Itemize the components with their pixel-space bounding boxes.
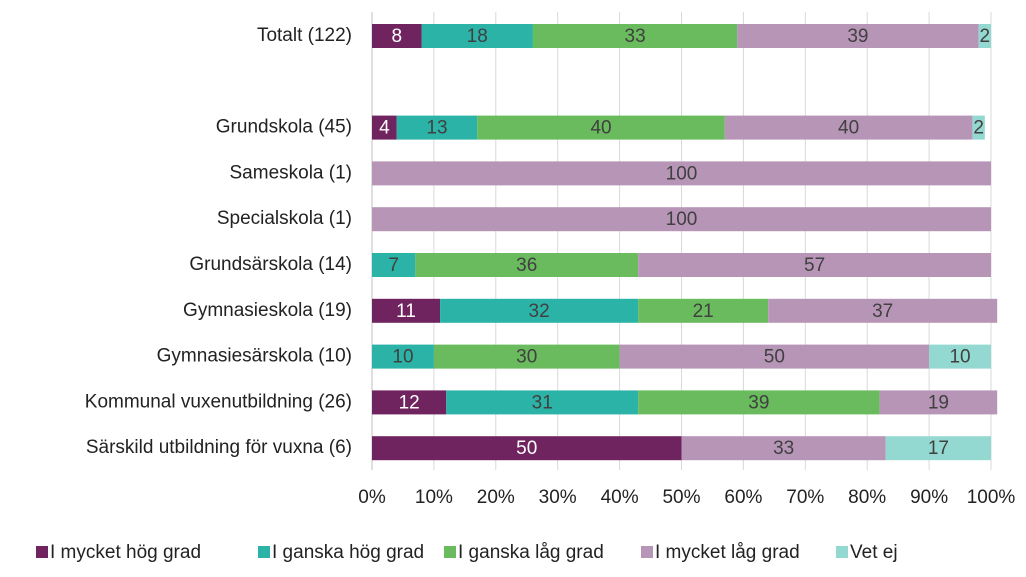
bar-segment	[433, 344, 620, 369]
bar-segment	[446, 390, 639, 415]
bar-segment	[724, 115, 973, 140]
bar-segment	[978, 24, 991, 48]
bar-segment	[879, 390, 998, 415]
legend-label: I mycket låg grad	[655, 542, 800, 563]
value-label: 100	[666, 209, 698, 230]
x-tick-label: 70%	[786, 487, 824, 508]
bar-segment	[372, 115, 397, 140]
value-label: 10	[392, 347, 413, 368]
value-label: 40	[838, 118, 859, 139]
bar-segment	[885, 436, 991, 461]
legend-label: I mycket hög grad	[50, 542, 201, 563]
x-tick-label: 20%	[477, 487, 515, 508]
y-tick-label: Gymnasiesärskola (10)	[157, 346, 352, 367]
value-label: 8	[391, 26, 402, 47]
value-label: 37	[872, 301, 893, 322]
bar-segment	[440, 298, 639, 323]
y-tick-label: Sameskola (1)	[230, 162, 353, 183]
y-tick-label: Grundskola (45)	[216, 117, 352, 138]
value-label: 12	[399, 392, 420, 413]
x-tick-label: 30%	[539, 487, 577, 508]
x-tick-label: 0%	[358, 487, 386, 508]
legend-label: I ganska hög grad	[272, 542, 424, 563]
bar-segment	[372, 253, 416, 277]
value-label: 7	[388, 255, 399, 276]
value-label: 32	[529, 301, 550, 322]
x-tick-label: 100%	[967, 487, 1016, 508]
value-label: 33	[625, 26, 646, 47]
value-label: 2	[980, 26, 991, 47]
value-label: 10	[949, 347, 970, 368]
value-label: 33	[773, 438, 794, 459]
y-tick-label: Grundsärskola (14)	[189, 254, 352, 275]
y-tick-label: Specialskola (1)	[217, 208, 352, 229]
x-tick-label: 10%	[415, 487, 453, 508]
legend-swatch	[641, 546, 653, 558]
value-label: 19	[928, 392, 949, 413]
y-tick-label: Totalt (122)	[257, 25, 352, 46]
x-tick-label: 80%	[848, 487, 886, 508]
bar-segment	[638, 390, 880, 415]
bar-segment	[372, 390, 447, 415]
bar-segment	[372, 344, 434, 369]
bar-segment	[372, 298, 441, 323]
value-label: 11	[396, 301, 416, 322]
value-label: 39	[847, 26, 868, 47]
bar-segment	[638, 298, 769, 323]
bar-segment	[737, 24, 979, 48]
value-label: 50	[516, 438, 537, 459]
legend-label: I ganska låg grad	[458, 542, 604, 563]
value-label: 57	[804, 255, 825, 276]
y-tick-label: Gymnasieskola (19)	[183, 300, 352, 321]
value-label: 13	[426, 118, 447, 139]
y-tick-label: Kommunal vuxenutbildning (26)	[85, 391, 352, 412]
bar-segment	[972, 115, 985, 140]
value-label: 17	[928, 438, 949, 459]
value-label: 39	[748, 392, 769, 413]
bar-segment	[396, 115, 478, 140]
bar-segment	[532, 24, 738, 48]
value-label: 50	[764, 347, 785, 368]
x-tick-label: 40%	[601, 487, 639, 508]
value-label: 21	[693, 301, 714, 322]
y-tick-label: Särskild utbildning för vuxna (6)	[86, 437, 352, 458]
x-tick-label: 90%	[910, 487, 948, 508]
legend-swatch	[258, 546, 270, 558]
value-label: 100	[666, 163, 698, 184]
legend-swatch	[836, 546, 848, 558]
x-tick-label: 60%	[724, 487, 762, 508]
bar-segment	[372, 436, 682, 461]
value-label: 36	[516, 255, 537, 276]
legend-label: Vet ej	[850, 542, 898, 563]
legend-swatch	[36, 546, 48, 558]
bar-segment	[681, 436, 886, 461]
bar-segment	[421, 24, 533, 48]
legend-swatch	[444, 546, 456, 558]
value-label: 2	[973, 118, 984, 139]
bar-segment	[415, 253, 639, 277]
value-label: 30	[516, 347, 537, 368]
value-label: 40	[590, 118, 611, 139]
bar-segment	[619, 344, 930, 369]
bar-segment	[372, 161, 991, 186]
value-label: 31	[532, 392, 553, 413]
bar-segment	[477, 115, 725, 140]
x-tick-label: 50%	[662, 487, 700, 508]
bar-segment	[372, 24, 422, 48]
bar-segment	[372, 207, 991, 232]
value-label: 18	[467, 26, 488, 47]
bar-segment	[638, 253, 991, 277]
bar-segment	[768, 298, 998, 323]
bar-segment	[929, 344, 991, 369]
value-label: 4	[379, 118, 390, 139]
